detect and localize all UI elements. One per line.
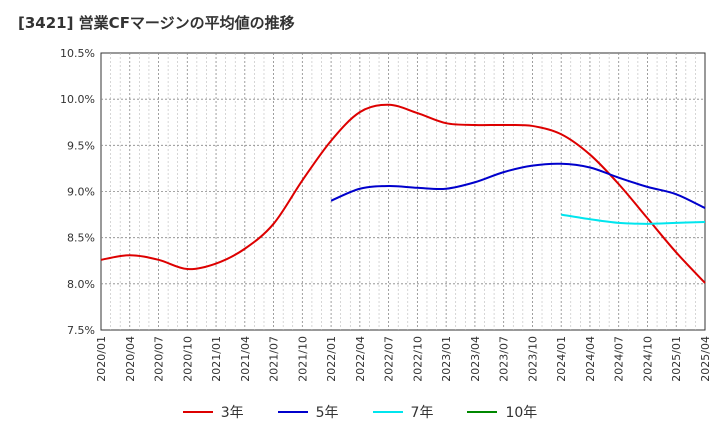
series-line-0 — [100, 103, 706, 284]
legend-item: 5年 — [277, 402, 339, 422]
y-tick-label: 9.0% — [67, 186, 95, 199]
x-tick-label: 2024/01 — [555, 336, 568, 382]
x-tick-label: 2021/01 — [210, 336, 223, 382]
legend-label: 3年 — [220, 405, 244, 421]
legend-label: 7年 — [410, 405, 434, 421]
x-tick-label: 2025/04 — [699, 336, 712, 382]
y-tick-label: 8.5% — [67, 232, 95, 245]
x-tick-label: 2020/07 — [153, 336, 166, 382]
x-tick-label: 2022/04 — [354, 336, 367, 382]
x-tick-label: 2021/10 — [296, 336, 309, 382]
x-tick-label: 2025/01 — [670, 336, 683, 382]
legend-swatch — [467, 411, 498, 413]
series-line-2 — [561, 213, 706, 225]
legend-swatch — [277, 411, 308, 413]
y-tick-label: 10.5% — [60, 47, 95, 60]
y-tick-label: 10.0% — [60, 93, 95, 106]
x-tick-label: 2022/07 — [383, 336, 396, 382]
chart-title: [3421] 営業CFマージンの平均値の推移 — [18, 14, 295, 32]
legend-label: 10年 — [505, 405, 538, 421]
y-tick-label: 9.5% — [67, 139, 95, 152]
x-tick-label: 2024/10 — [641, 336, 654, 382]
y-tick-label: 8.0% — [67, 278, 95, 291]
legend: 3年 5年 7年 10年 — [0, 402, 720, 422]
x-tick-label: 2020/10 — [181, 336, 194, 382]
legend-swatch — [372, 411, 403, 413]
x-tick-label: 2020/04 — [124, 336, 137, 382]
legend-swatch — [182, 411, 213, 413]
x-tick-label: 2023/10 — [526, 336, 539, 382]
y-tick-label: 7.5% — [67, 324, 95, 337]
x-axis-ticks: 2020/01 2020/04 2020/07 2020/10 2021/01 2021/… — [95, 336, 712, 382]
x-tick-label: 2023/01 — [440, 336, 453, 382]
y-axis-ticks: 7.5% 8.0% 8.5% 9.0% 9.5% 10.0% 10.5% — [60, 47, 95, 337]
legend-item: 7年 — [372, 402, 434, 422]
legend-item: 3年 — [182, 402, 244, 422]
x-tick-label: 2024/04 — [584, 336, 597, 382]
series-lines — [100, 103, 706, 284]
series-line-1 — [330, 162, 706, 210]
legend-item: 10年 — [467, 402, 537, 422]
x-tick-label: 2023/04 — [469, 336, 482, 382]
x-tick-label: 2021/07 — [268, 336, 281, 382]
x-tick-label: 2020/01 — [95, 336, 108, 382]
x-tick-label: 2021/04 — [239, 336, 252, 382]
x-tick-label: 2023/07 — [498, 336, 511, 382]
grid-lines — [101, 53, 705, 330]
x-tick-label: 2024/07 — [613, 336, 626, 382]
x-tick-label: 2022/01 — [325, 336, 338, 382]
x-tick-label: 2022/10 — [411, 336, 424, 382]
legend-label: 5年 — [315, 405, 339, 421]
